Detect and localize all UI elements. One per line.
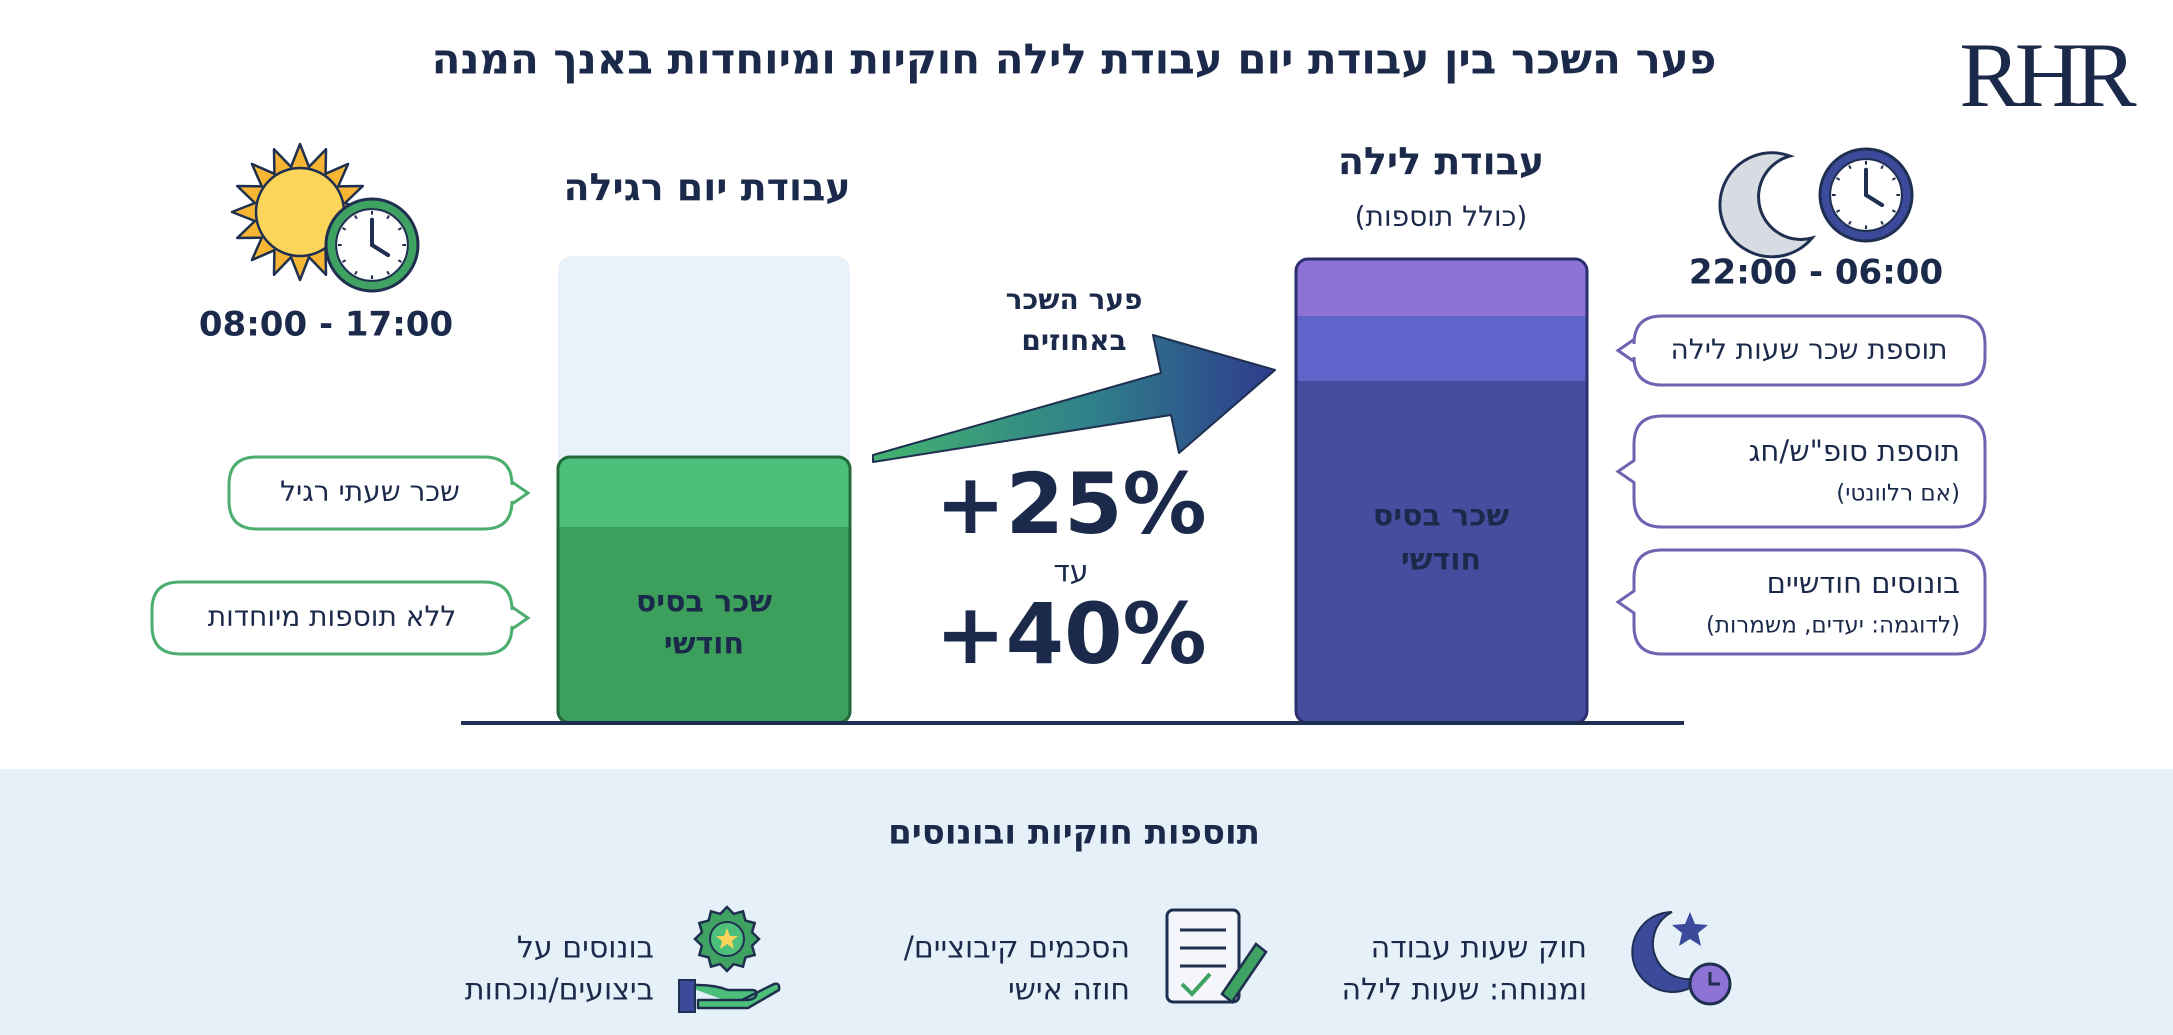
clock-tick bbox=[1880, 165, 1884, 170]
footer-icon-badge-star bbox=[716, 928, 738, 949]
footer-band bbox=[0, 769, 2173, 1035]
gap-to: +40% bbox=[935, 585, 1206, 683]
day-hours: 08:00 - 17:00 bbox=[199, 305, 453, 345]
footer-item-text: ומנוחה: שעות לילה bbox=[1342, 973, 1587, 1008]
footer-icon-clock-hands bbox=[1708, 972, 1720, 986]
clock-tick bbox=[386, 215, 390, 220]
clock-tick bbox=[1848, 165, 1852, 170]
night-note: תוספת סופ"ש/חג bbox=[1748, 434, 1960, 468]
night-bar-label: חודשי bbox=[1401, 543, 1481, 578]
footer-icon-check bbox=[1180, 972, 1212, 997]
gap-label: פער השכר bbox=[1006, 283, 1143, 316]
footer-icon-hand bbox=[683, 982, 781, 1010]
day-note: ללא תוספות מיוחדות bbox=[208, 600, 457, 633]
note-bubble bbox=[150, 580, 531, 656]
clock-tick bbox=[354, 270, 358, 275]
night-subtitle: (כולל תוספות) bbox=[1355, 200, 1528, 233]
footer-item-text: ביצועים/נוכחות bbox=[465, 973, 654, 1008]
night-bar-top bbox=[1296, 259, 1587, 316]
clock-tick bbox=[1880, 220, 1884, 225]
clock-tick bbox=[342, 259, 347, 263]
logo: RHR bbox=[1959, 24, 2137, 126]
footer-title: תוספות חוקיות ובונוסים bbox=[888, 813, 1260, 853]
night-note-detail: (לדוגמה: יעדים, משמרות) bbox=[1706, 613, 1960, 639]
day-bar-top bbox=[558, 457, 850, 527]
night-bar-middle bbox=[1296, 316, 1587, 381]
gap-connector: עד bbox=[1053, 555, 1088, 590]
footer-item-text: בונוסים על bbox=[517, 931, 654, 966]
clock-tick bbox=[354, 215, 358, 220]
clock-tick bbox=[1836, 209, 1841, 213]
note-bubble bbox=[227, 455, 531, 531]
day-title: עבודת יום רגילה bbox=[563, 166, 850, 210]
clock-tick bbox=[1891, 177, 1896, 181]
footer-icon-cuff bbox=[678, 979, 696, 1013]
footer-item-text: הסכמים קיבוציים/ bbox=[904, 931, 1130, 966]
title: פער השכר בין עבודת יום עבודת לילה חוקיות… bbox=[432, 35, 1717, 84]
footer-icon-star bbox=[1672, 912, 1708, 946]
clock-hand bbox=[1864, 193, 1885, 208]
footer-item-text: חוק שעות עבודה bbox=[1371, 931, 1587, 966]
day-bar-label: חודשי bbox=[664, 627, 744, 662]
moon bbox=[1718, 151, 1817, 259]
clock-tick bbox=[397, 227, 402, 231]
night-note: תוספת שכר שעות לילה bbox=[1670, 333, 1947, 366]
night-bar-label: שכר בסיס bbox=[1373, 499, 1509, 534]
night-note-detail: (אם רלוונטי) bbox=[1836, 481, 1960, 507]
night-note: בונוסים חודשיים bbox=[1767, 566, 1960, 600]
clock-tick bbox=[1836, 177, 1841, 181]
day-bar-label: שכר בסיס bbox=[636, 585, 772, 620]
clock-tick bbox=[1848, 220, 1852, 225]
footer-item-text: חוזה אישי bbox=[1008, 973, 1130, 1008]
clock-tick bbox=[386, 270, 390, 275]
night-title: עבודת לילה bbox=[1338, 140, 1544, 184]
gap-label: באחוזים bbox=[1021, 324, 1126, 357]
note-bubble bbox=[1615, 314, 1987, 387]
clock-tick bbox=[342, 227, 347, 231]
gap-from: +25% bbox=[935, 455, 1206, 553]
footer-icon-pen bbox=[1220, 942, 1268, 1004]
day-note: שכר שעתי רגיל bbox=[280, 475, 460, 508]
note-bubble bbox=[1615, 414, 1987, 529]
note-bubble bbox=[1615, 548, 1987, 656]
gap-arrow bbox=[872, 334, 1276, 463]
clock-tick bbox=[1891, 209, 1896, 213]
footer-icon-doc bbox=[1165, 908, 1241, 1004]
clock-tick bbox=[397, 259, 402, 263]
night-hours: 22:00 - 06:00 bbox=[1689, 253, 1943, 293]
clock-hand bbox=[370, 243, 391, 258]
